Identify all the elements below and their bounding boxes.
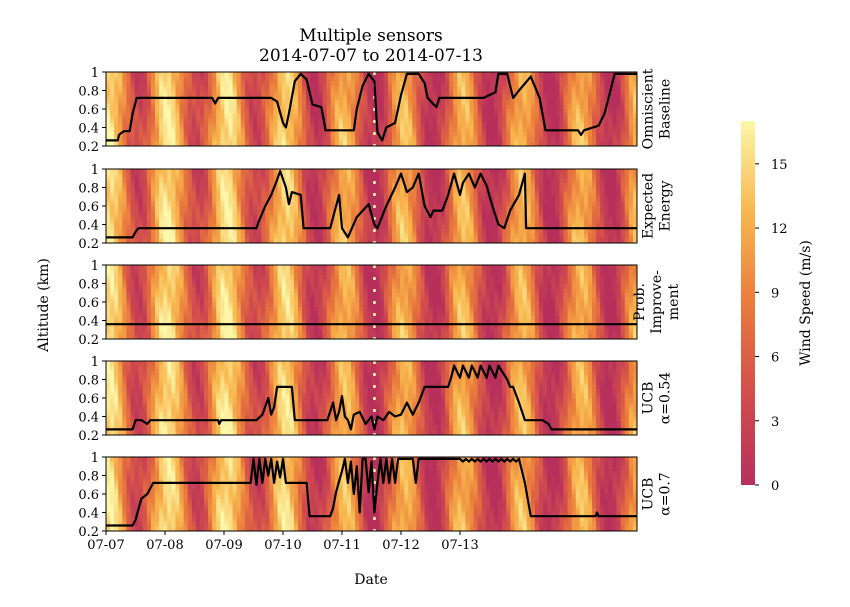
y-tick-label: 0.2 bbox=[78, 237, 99, 252]
y-tick-label: 1 bbox=[91, 66, 99, 81]
x-tick-label: 07-13 bbox=[441, 538, 478, 553]
x-tick-label: 07-10 bbox=[264, 538, 301, 553]
y-tick-label: 0.6 bbox=[78, 296, 99, 311]
y-tick-label: 0.4 bbox=[78, 315, 99, 330]
panels-group: 0.2 0.4 0.6 0.8 1 Omniscient Baseline 0.2 0.4 0.6… bbox=[78, 66, 682, 540]
colorbar-tick-label: 15 bbox=[771, 158, 788, 173]
y-tick-label: 0.8 bbox=[78, 374, 99, 389]
colorbar-tick-label: 12 bbox=[771, 222, 788, 237]
x-tick-label: 07-11 bbox=[323, 538, 360, 553]
altitude-trajectory-line bbox=[106, 457, 637, 527]
colorbar-tick-label: 6 bbox=[771, 351, 779, 366]
panel-4: 0.2 0.4 0.6 0.8 1 UCB α=0.54 bbox=[78, 355, 673, 444]
altitude-trajectory-line bbox=[106, 169, 637, 239]
panel-label-line: Energy bbox=[658, 180, 674, 231]
x-tick-label: 07-07 bbox=[87, 538, 124, 553]
y-tick-label: 0.8 bbox=[78, 85, 99, 100]
colorbar-tick-label: 0 bbox=[771, 479, 779, 494]
colorbar-tick-label: 3 bbox=[771, 415, 779, 430]
panel-label-line: α=0.7 bbox=[658, 472, 674, 515]
panel-2: 0.2 0.4 0.6 0.8 1 Expected Energy bbox=[78, 163, 673, 252]
y-tick-label: 1 bbox=[91, 259, 99, 274]
y-tick-label: 0.2 bbox=[78, 333, 99, 348]
panel-label-line: Omniscient bbox=[641, 68, 657, 149]
colorbar: 0 3 6 9 12 15 bbox=[741, 121, 788, 494]
colorbar-tick-label: 9 bbox=[771, 286, 779, 301]
y-tick-label: 0.2 bbox=[78, 140, 99, 155]
x-axis: 07-07 07-08 07-09 07-10 07-11 07-12 07-13 bbox=[87, 531, 479, 553]
y-tick-label: 0.2 bbox=[78, 525, 99, 540]
panel-5: 0.2 0.4 0.6 0.8 1 UCB α=0.7 bbox=[78, 451, 673, 540]
figure-title-line1: Multiple sensors bbox=[299, 26, 443, 46]
panel-heatmap bbox=[106, 361, 638, 436]
y-tick-label: 0.4 bbox=[78, 219, 99, 234]
panel-label-line: Expected bbox=[641, 173, 657, 239]
panel-label-line: Baseline bbox=[658, 79, 674, 139]
y-tick-label: 0.4 bbox=[78, 507, 99, 522]
x-axis-label: Date bbox=[354, 572, 388, 588]
colorbar-gradient bbox=[741, 121, 755, 485]
y-tick-label: 0.6 bbox=[78, 392, 99, 407]
panel-label-line: α=0.54 bbox=[658, 372, 674, 424]
y-tick-label: 1 bbox=[91, 451, 99, 466]
y-tick-label: 0.2 bbox=[78, 429, 99, 444]
panel-heatmap bbox=[106, 72, 638, 147]
panel-heatmap bbox=[106, 265, 638, 340]
x-tick-label: 07-09 bbox=[205, 538, 242, 553]
y-tick-label: 0.6 bbox=[78, 103, 99, 118]
panel-1: 0.2 0.4 0.6 0.8 1 Omniscient Baseline bbox=[78, 66, 673, 155]
panel-3: 0.2 0.4 0.6 0.8 1 Prob. Improve-ment bbox=[78, 259, 682, 348]
y-tick-label: 1 bbox=[91, 163, 99, 178]
x-tick-label: 07-08 bbox=[146, 538, 183, 553]
panel-label-line: Prob. bbox=[632, 283, 648, 321]
y-tick-label: 0.8 bbox=[78, 278, 99, 293]
x-tick-label: 07-12 bbox=[382, 538, 419, 553]
panel-heatmap bbox=[106, 169, 638, 244]
y-tick-label: 1 bbox=[91, 355, 99, 370]
panel-label-line: UCB bbox=[641, 478, 657, 511]
panel-label-line: UCB bbox=[641, 382, 657, 415]
y-tick-label: 0.6 bbox=[78, 200, 99, 215]
y-tick-label: 0.4 bbox=[78, 411, 99, 426]
figure-title-line2: 2014-07-07 to 2014-07-13 bbox=[259, 46, 483, 66]
y-tick-label: 0.6 bbox=[78, 488, 99, 503]
altitude-trajectory-line bbox=[106, 72, 637, 142]
panel-label-line: ment bbox=[666, 284, 682, 321]
altitude-trajectory-line bbox=[106, 364, 637, 431]
y-tick-label: 0.8 bbox=[78, 470, 99, 485]
y-tick-label: 0.8 bbox=[78, 182, 99, 197]
y-tick-label: 0.4 bbox=[78, 122, 99, 137]
panel-label-line: Improve- bbox=[649, 270, 665, 334]
